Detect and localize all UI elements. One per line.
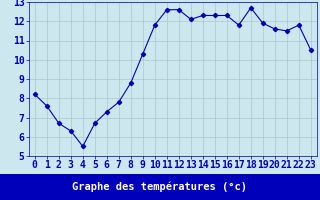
Text: Graphe des températures (°c): Graphe des températures (°c)	[73, 183, 247, 193]
Text: Graphe des températures (°c): Graphe des températures (°c)	[73, 182, 247, 192]
